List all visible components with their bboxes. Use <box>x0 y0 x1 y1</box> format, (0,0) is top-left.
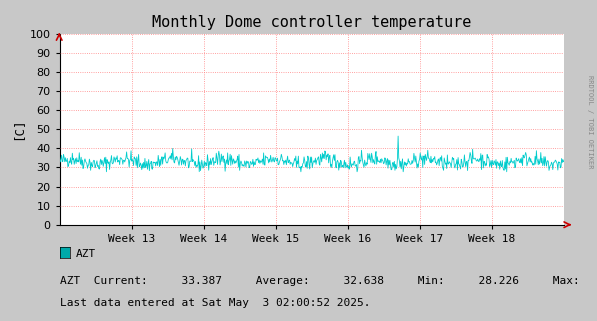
Text: AZT  Current:     33.387     Average:     32.638     Min:     28.226     Max:   : AZT Current: 33.387 Average: 32.638 Min:… <box>60 276 597 286</box>
Text: Last data entered at Sat May  3 02:00:52 2025.: Last data entered at Sat May 3 02:00:52 … <box>60 298 370 308</box>
Text: RRDTOOL / TOBI OETIKER: RRDTOOL / TOBI OETIKER <box>587 75 593 169</box>
Title: Monthly Dome controller temperature: Monthly Dome controller temperature <box>152 15 472 30</box>
Y-axis label: [C]: [C] <box>11 118 24 141</box>
Text: AZT: AZT <box>76 248 96 259</box>
